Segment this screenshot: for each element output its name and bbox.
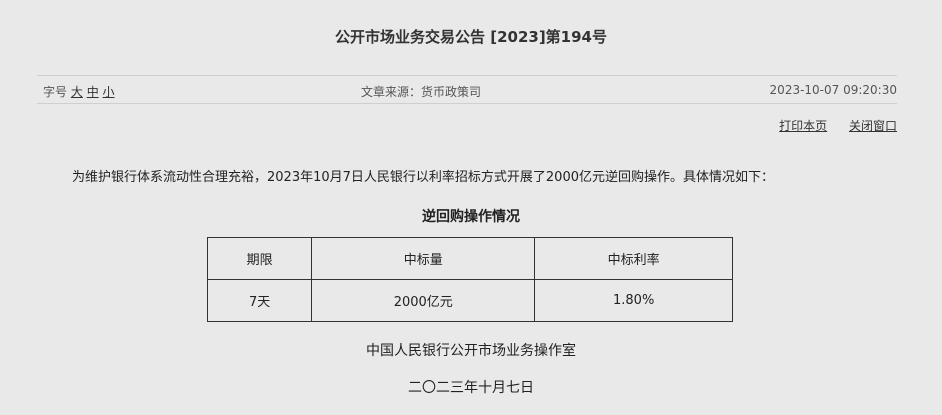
print-page-link[interactable]: 打印本页 — [779, 119, 828, 133]
operations-table: 期限 中标量 中标利率 7天 2000亿元 1.80% — [206, 237, 733, 322]
cell-rate: 1.80% — [534, 279, 733, 322]
table-row: 7天 2000亿元 1.80% — [206, 279, 733, 322]
cell-term: 7天 — [206, 279, 313, 322]
page-actions: 打印本页 关闭窗口 — [761, 117, 897, 134]
divider — [37, 103, 897, 104]
table-caption: 逆回购操作情况 — [422, 209, 520, 225]
font-size-controls: 字号 大 中 小 — [43, 83, 115, 100]
publish-datetime: 2023-10-07 09:20:30 — [769, 83, 897, 97]
article-source: 文章来源：货币政策司 — [361, 85, 482, 99]
announcement-paragraph: 为维护银行体系流动性合理充裕，2023年10月7日人民银行以利率招标方式开展了2… — [72, 170, 774, 185]
cell-amount: 2000亿元 — [311, 279, 536, 322]
divider — [37, 75, 897, 76]
font-medium-link[interactable]: 中 — [86, 85, 99, 99]
header-term: 期限 — [206, 237, 313, 280]
close-window-link[interactable]: 关闭窗口 — [848, 119, 897, 133]
font-size-label: 字号 — [43, 85, 68, 99]
header-rate: 中标利率 — [534, 237, 733, 280]
signature-org: 中国人民银行公开市场业务操作室 — [366, 343, 576, 359]
font-large-link[interactable]: 大 — [70, 85, 83, 99]
table-header-row: 期限 中标量 中标利率 — [206, 237, 733, 280]
font-small-link[interactable]: 小 — [102, 85, 115, 99]
page-title: 公开市场业务交易公告 [2023]第194号 — [335, 28, 607, 46]
header-amount: 中标量 — [311, 237, 536, 280]
signature-date: 二〇二三年十月七日 — [408, 380, 534, 396]
